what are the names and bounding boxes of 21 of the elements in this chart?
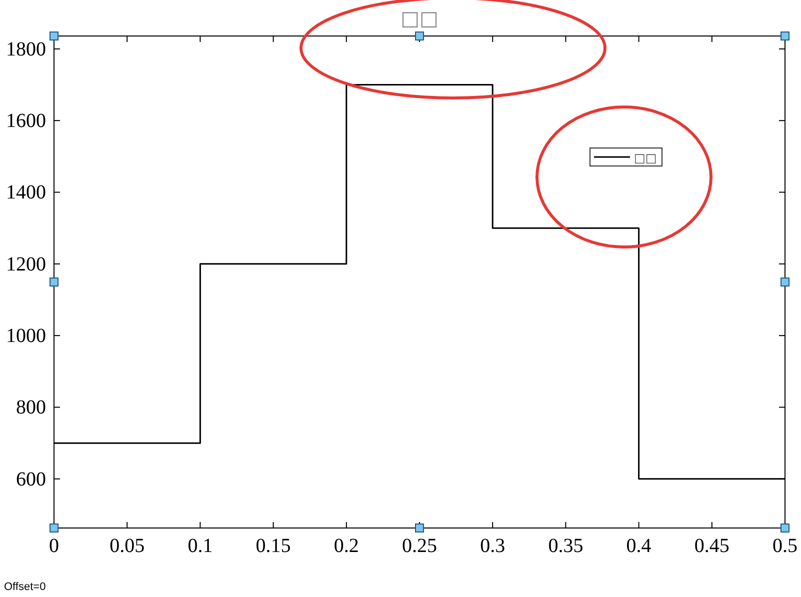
chart-title: □□ [400, 6, 438, 30]
x-tick-label: 0.15 [256, 535, 291, 558]
y-tick-label: 1000 [6, 324, 46, 347]
y-tick-label: 800 [16, 396, 46, 419]
y-tick-label: 1400 [6, 182, 46, 204]
x-tick-label: 0.1 [188, 535, 213, 558]
x-tick-label: 0.5 [772, 535, 798, 558]
y-tick-label: 1800 [6, 38, 46, 60]
y-tick-label: 1600 [6, 110, 46, 132]
text: Offset=0 [4, 581, 46, 593]
x-tick-label: 0 [49, 535, 59, 558]
x-tick-label: 0.25 [402, 535, 437, 558]
y-tick-label: 600 [16, 468, 46, 490]
x-tick-label: 0.3 [480, 535, 506, 558]
x-tick-label: 0.2 [334, 535, 359, 558]
x-tick-label: 0.4 [626, 535, 652, 558]
legend-label: □□ [634, 151, 657, 165]
x-tick-label: 0.45 [694, 535, 730, 558]
x-tick-label: 0.05 [110, 535, 145, 558]
x-tick-label: 0.35 [548, 535, 584, 558]
y-tick-label: 1200 [6, 253, 46, 276]
